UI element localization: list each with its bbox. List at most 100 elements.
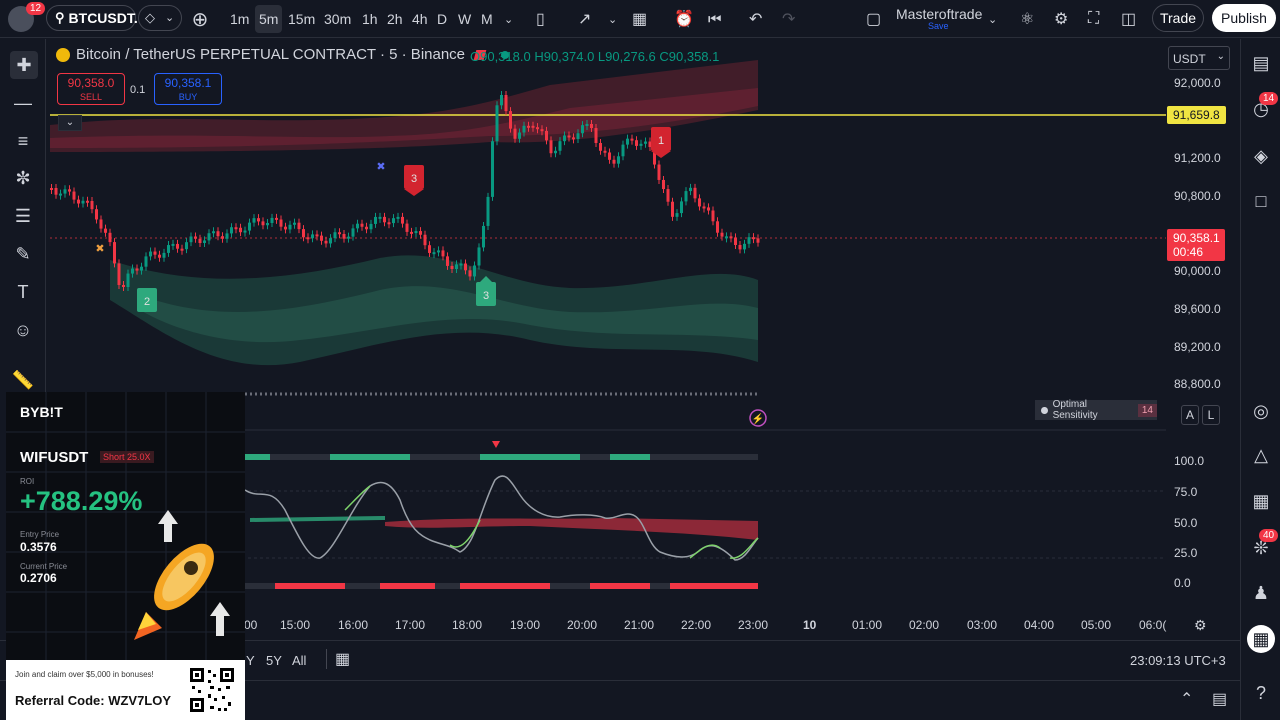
ruler-icon[interactable]: 📏 [11, 369, 35, 390]
measure-projection-icon[interactable]: ☰ [14, 205, 32, 226]
range-y[interactable]: Y [246, 653, 255, 668]
interval-15m[interactable]: 15m [288, 11, 316, 27]
emoji-icon[interactable]: ☺ [13, 319, 33, 340]
maximize-panel-icon[interactable]: ▤ [1212, 691, 1228, 708]
time-tick: 03:00 [967, 618, 998, 632]
undo-icon[interactable]: ↶ [749, 11, 763, 28]
candle-body [491, 141, 494, 197]
candles-chart-type-icon[interactable]: ▯ [536, 11, 545, 28]
range-all[interactable]: All [292, 653, 307, 668]
indicators-icon[interactable]: ↗ [578, 11, 592, 28]
buy-signal-3[interactable]: 3 [476, 276, 496, 306]
layout-chevron-down-icon[interactable]: ⌄ [988, 13, 998, 26]
candle-body [509, 111, 512, 129]
snapshot-camera-icon[interactable]: ◫ [1121, 11, 1137, 28]
auto-scale-button[interactable]: A [1181, 405, 1199, 425]
clock-timezone[interactable]: 23:09:13 UTC+3 [1130, 653, 1226, 668]
sell-signal-3[interactable]: 3 [404, 165, 424, 196]
symbol-title[interactable]: Bitcoin / TetherUS PERPETUAL CONTRACT · … [76, 46, 466, 63]
interval-chevron-down-icon[interactable]: ⌄ [504, 13, 514, 26]
alert-price-tag[interactable]: 91,659.8 [1167, 106, 1226, 124]
interval-30m[interactable]: 30m [324, 11, 352, 27]
brush-icon[interactable]: ✎ [15, 243, 31, 264]
candle-body [396, 216, 400, 219]
candle-body [311, 234, 314, 239]
calendar-icon[interactable]: ▦ [1252, 490, 1270, 511]
interval-1m[interactable]: 1m [230, 11, 250, 27]
expand-panel-chevron-up-icon[interactable]: ⌃ [1180, 691, 1194, 708]
ideas-icon[interactable]: △ [1254, 444, 1268, 465]
interval-2h[interactable]: 2h [387, 11, 403, 27]
interval-4h[interactable]: 4h [412, 11, 428, 27]
indicators-chevron-down-icon[interactable]: ⌄ [608, 13, 618, 26]
range-5y[interactable]: 5Y [266, 653, 282, 668]
bybit-ad-overlay[interactable]: BYB!T WIFUSDT Short 25.0X ROI +788.29% E… [6, 392, 245, 720]
pattern-icon[interactable]: ✼ [15, 167, 31, 188]
axis-settings-gear-icon[interactable]: ⚙ [1194, 617, 1207, 633]
add-symbol-button[interactable]: ⊕ [191, 8, 209, 31]
candle-body [243, 230, 247, 233]
price-chart[interactable]: 2 3 3 1 ✖ ✖ ⚡ [50, 40, 1236, 640]
streams-icon[interactable]: ❊ [1253, 537, 1269, 558]
bell-icon[interactable]: ♟ [1252, 582, 1270, 603]
interval-w[interactable]: W [458, 11, 472, 27]
price-axis[interactable]: USDT ⌄ 92,000.0 91,200.0 90,800.0 90,000… [1166, 40, 1238, 640]
fib-retracement-icon[interactable]: ≡ [17, 130, 29, 151]
collapse-chevron-icon[interactable]: ⌄ [58, 115, 82, 131]
indicator-label[interactable]: Optimal Sensitivity 14 [1035, 399, 1157, 421]
order-quantity[interactable]: 0.1 [130, 84, 146, 96]
currency-label: USDT [1173, 52, 1206, 66]
fullscreen-icon[interactable]: ⛶ [1088, 10, 1100, 27]
candle-body [252, 218, 256, 223]
replay-icon[interactable]: ⏮ [708, 10, 722, 28]
buy-button[interactable]: 90,358.1 BUY [154, 73, 222, 105]
time-axis[interactable]: 00 15:00 16:00 17:00 18:00 19:00 20:00 2… [240, 618, 1170, 636]
log-scale-button[interactable]: L [1202, 405, 1220, 425]
time-tick: 22:00 [681, 618, 712, 632]
trade-button[interactable]: Trade [1152, 4, 1204, 32]
resistance-band-inner [50, 88, 758, 148]
target-icon[interactable]: ◎ [1253, 400, 1269, 421]
sell-button[interactable]: 90,358.0 SELL [57, 73, 125, 105]
layers-icon[interactable]: ◈ [1254, 145, 1268, 166]
ad-referral-footer[interactable]: Join and claim over $5,000 in bonuses! R… [6, 660, 245, 720]
buy-signal-3-label: 3 [483, 290, 489, 302]
quick-search-icon[interactable]: ⚛ [1020, 11, 1035, 28]
layout-name[interactable]: Masteroftrade [896, 6, 983, 22]
crosshair-icon[interactable]: ✚ [10, 51, 38, 79]
redo-icon[interactable]: ↷ [782, 11, 796, 28]
text-tool-icon[interactable]: T [17, 281, 29, 302]
candle-body [711, 210, 715, 222]
interval-1h[interactable]: 1h [362, 11, 378, 27]
time-tick: 10 [803, 618, 817, 632]
apps-grid-icon[interactable]: ▦ [1247, 625, 1275, 653]
trend-line-icon[interactable]: — [14, 92, 32, 113]
candle-body [477, 247, 481, 266]
sell-signal-1[interactable]: 1 [651, 127, 671, 158]
settings-gear-icon[interactable]: ⚙ [1054, 11, 1069, 28]
symbol-search-button[interactable]: ⚲ BTCUSDT. [46, 5, 138, 31]
symbol-type-dropdown[interactable]: ◇ ⌄ [138, 5, 182, 31]
oscillator-green-band [250, 516, 385, 522]
interval-5m[interactable]: 5m [255, 5, 283, 33]
buy-price: 90,358.1 [164, 76, 212, 90]
publish-button[interactable]: Publish [1212, 4, 1276, 32]
interval-m[interactable]: M [481, 11, 493, 27]
candle-body [324, 240, 328, 244]
candle-body [698, 198, 701, 207]
chat-icon[interactable]: □ [1255, 190, 1267, 211]
candle-body [468, 270, 472, 277]
diamond-icon: ◇ [145, 10, 155, 25]
candle-body [360, 223, 364, 227]
help-icon[interactable]: ? [1255, 682, 1266, 703]
support-band-inner [140, 286, 758, 343]
layout-square-icon[interactable]: ▢ [866, 11, 882, 28]
buy-signal-2[interactable]: 2 [137, 288, 157, 312]
watchlist-icon[interactable]: ▤ [1252, 52, 1270, 73]
candle-body [257, 218, 260, 222]
date-range-calendar-icon[interactable]: ▦ [326, 649, 350, 669]
currency-selector[interactable]: USDT ⌄ [1168, 46, 1230, 70]
alert-clock-icon[interactable]: ⏰ [674, 11, 694, 28]
interval-d[interactable]: D [437, 11, 448, 27]
layouts-grid-icon[interactable]: ▦ [632, 11, 648, 28]
